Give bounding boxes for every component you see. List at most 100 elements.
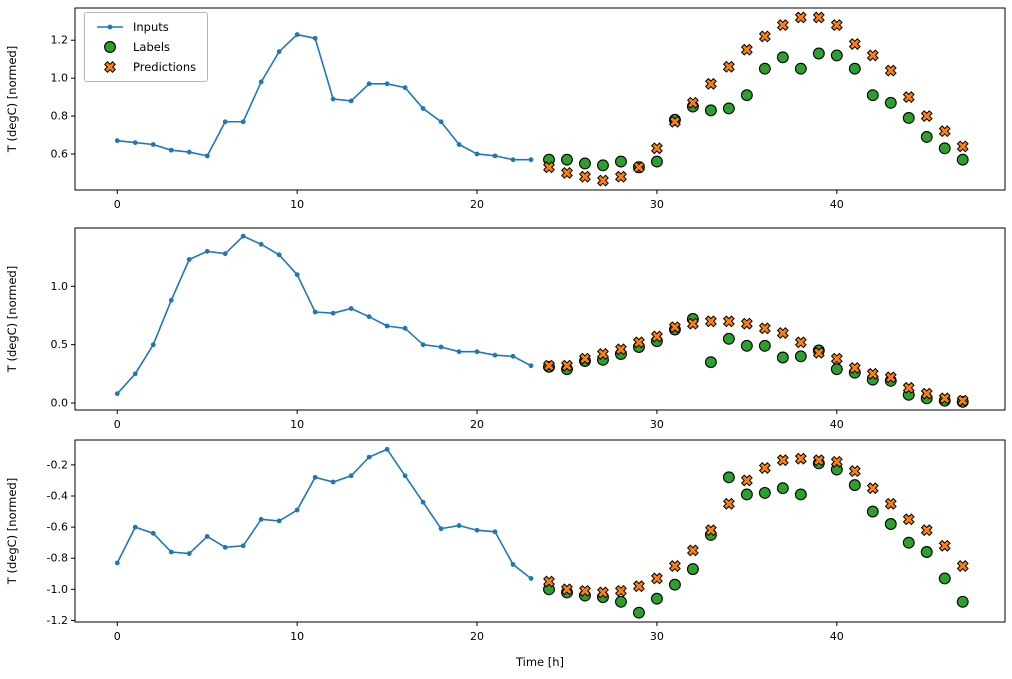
inputs-point [258, 79, 264, 85]
inputs-point [366, 314, 372, 320]
labels-point [632, 606, 645, 619]
x-tick-label: 10 [290, 630, 304, 643]
inputs-point [294, 507, 300, 513]
predictions-point [543, 575, 555, 588]
x-tick-label: 10 [290, 198, 304, 211]
legend-label: Predictions [133, 60, 197, 74]
predictions-point [740, 317, 753, 330]
inputs-point [492, 352, 498, 358]
labels-point [740, 488, 753, 501]
x-axis-label: Time [h] [515, 655, 564, 669]
labels-point [740, 89, 753, 102]
y-tick-label: 0.5 [51, 338, 69, 351]
predictions-point [615, 584, 627, 597]
predictions-point [632, 161, 645, 174]
labels-point [848, 479, 861, 492]
predictions-point [758, 30, 771, 43]
x-tick-label: 40 [830, 198, 844, 211]
inputs-point [474, 527, 480, 533]
inputs-point [312, 35, 318, 41]
predictions-point [579, 584, 591, 597]
inputs-point [492, 529, 498, 535]
x-tick-label: 0 [114, 198, 121, 211]
inputs-point [384, 446, 390, 452]
x-tick-label: 30 [650, 630, 664, 643]
inputs-point [438, 526, 444, 532]
inputs-point [510, 562, 516, 567]
inputs-point [276, 252, 282, 258]
x-tick-label: 0 [114, 418, 121, 431]
labels-point [704, 356, 717, 369]
predictions-point [579, 352, 591, 365]
legend-marker-x-cross-icon [96, 60, 124, 74]
predictions-point [632, 336, 645, 349]
labels-point [794, 488, 807, 501]
y-tick-label: 0.6 [51, 147, 69, 160]
inputs-point [132, 371, 138, 377]
predictions-point [615, 170, 627, 183]
labels-point [794, 62, 807, 75]
y-tick-label: -0.8 [47, 552, 68, 565]
x-tick-label: 20 [470, 630, 484, 643]
predictions-point [920, 110, 933, 123]
predictions-point [668, 115, 681, 128]
inputs-point [222, 251, 228, 257]
subplot-top: 0 10 20 30 40 0.6 0.8 1.0 1.2 T (degC) [normed] [5, 7, 1006, 211]
labels-point [758, 62, 771, 75]
inputs-point [114, 138, 120, 144]
predictions-point [956, 394, 969, 407]
inputs-point [276, 518, 282, 524]
inputs-point [402, 85, 408, 91]
inputs-point [474, 151, 480, 157]
x-tick-label: 40 [830, 630, 844, 643]
legend: Inputs Labels Predictions [84, 12, 209, 82]
predictions-point [812, 454, 825, 467]
predictions-point [794, 11, 807, 24]
inputs-point [420, 342, 426, 348]
predictions-point [704, 315, 717, 328]
predictions-point [597, 586, 609, 599]
labels-point [758, 486, 771, 499]
y-tick-label: -1.2 [47, 614, 68, 627]
predictions-point [650, 572, 663, 585]
inputs-point [402, 325, 408, 331]
labels-point [812, 47, 825, 60]
x-tick-label: 0 [114, 630, 121, 643]
labels-point [704, 104, 717, 117]
inputs-point [366, 81, 372, 87]
inputs-point [384, 323, 390, 329]
inputs-point [150, 530, 156, 536]
predictions-point [561, 583, 573, 596]
labels-point [758, 339, 771, 352]
predictions-point [812, 346, 825, 359]
labels-point [920, 546, 933, 558]
labels-point [668, 578, 681, 591]
predictions-point [686, 96, 699, 109]
inputs-point [330, 96, 336, 102]
predictions-point [597, 348, 609, 360]
inputs-point [510, 353, 516, 359]
predictions-point [650, 142, 663, 155]
y-tick-label: -0.2 [47, 458, 68, 471]
predictions-point [776, 454, 789, 467]
labels-point [614, 155, 627, 168]
y-tick-label: 1.0 [51, 72, 69, 85]
inputs-point [240, 233, 246, 239]
inputs-line [116, 235, 532, 395]
inputs-point [114, 560, 120, 566]
inputs-point [186, 257, 192, 262]
predictions-point [920, 524, 933, 537]
inputs-point [366, 454, 372, 460]
y-tick-label: -0.6 [47, 521, 68, 534]
predictions-point [615, 343, 627, 356]
x-tick-label: 40 [830, 418, 844, 431]
labels-point [614, 595, 627, 608]
inputs-point [348, 473, 354, 479]
labels-point [650, 592, 663, 605]
inputs-point [456, 142, 462, 147]
y-axis-label: T (degC) [normed] [5, 266, 19, 373]
x-tick-label: 20 [470, 418, 484, 431]
inputs-point [528, 576, 534, 581]
labels-point [902, 112, 915, 124]
axes-frame [74, 7, 1006, 191]
